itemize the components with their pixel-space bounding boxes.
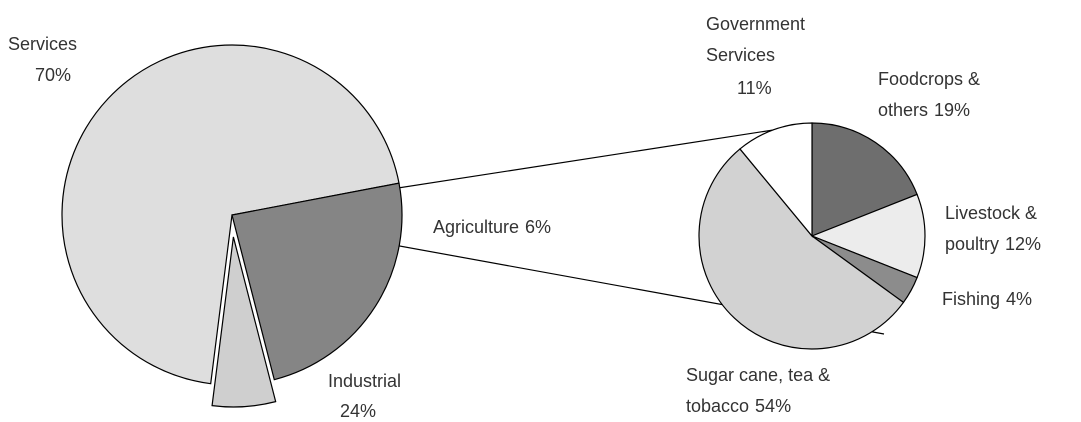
slice-label: Government Services — [706, 14, 810, 65]
pie-slice — [61, 44, 400, 385]
label-line: Government — [706, 14, 810, 34]
value-label: 12% — [1005, 234, 1041, 254]
value-label: 54% — [755, 396, 791, 416]
slice-label: Industrial — [328, 371, 401, 391]
slice-label: Services — [8, 34, 77, 54]
value-label: 70% — [35, 65, 71, 85]
label-line: Foodcrops & — [878, 69, 985, 89]
label-line: Livestock & — [945, 203, 1042, 223]
label-line: Services — [706, 45, 775, 65]
pie-slice — [739, 122, 813, 238]
pie-slice — [211, 236, 277, 408]
label-line: Fishing — [942, 289, 1000, 309]
pie-slice — [698, 148, 905, 350]
pie-slice — [810, 193, 926, 279]
value-label: 19% — [934, 100, 970, 120]
value-label: 6% — [525, 217, 551, 237]
slice-label: Foodcrops & others — [878, 69, 985, 120]
label-line: Sugar cane, tea & — [686, 365, 835, 385]
label-line: Services — [8, 34, 77, 54]
slice-label: Fishing — [942, 289, 1000, 309]
label-line: Agriculture — [433, 217, 519, 237]
label-line: tobacco — [686, 396, 749, 416]
slice-label: Livestock & poultry — [945, 203, 1042, 254]
label-line: others — [878, 100, 928, 120]
value-label: 4% — [1006, 289, 1032, 309]
label-line: Industrial — [328, 371, 401, 391]
slice-label: Agriculture — [433, 217, 519, 237]
pie-slice — [811, 122, 918, 237]
pie-slice — [231, 182, 403, 381]
value-label: 11% — [737, 78, 772, 98]
value-label: 24% — [340, 401, 376, 421]
label-line: poultry — [945, 234, 999, 254]
slice-label: Sugar cane, tea & tobacco — [686, 365, 835, 416]
